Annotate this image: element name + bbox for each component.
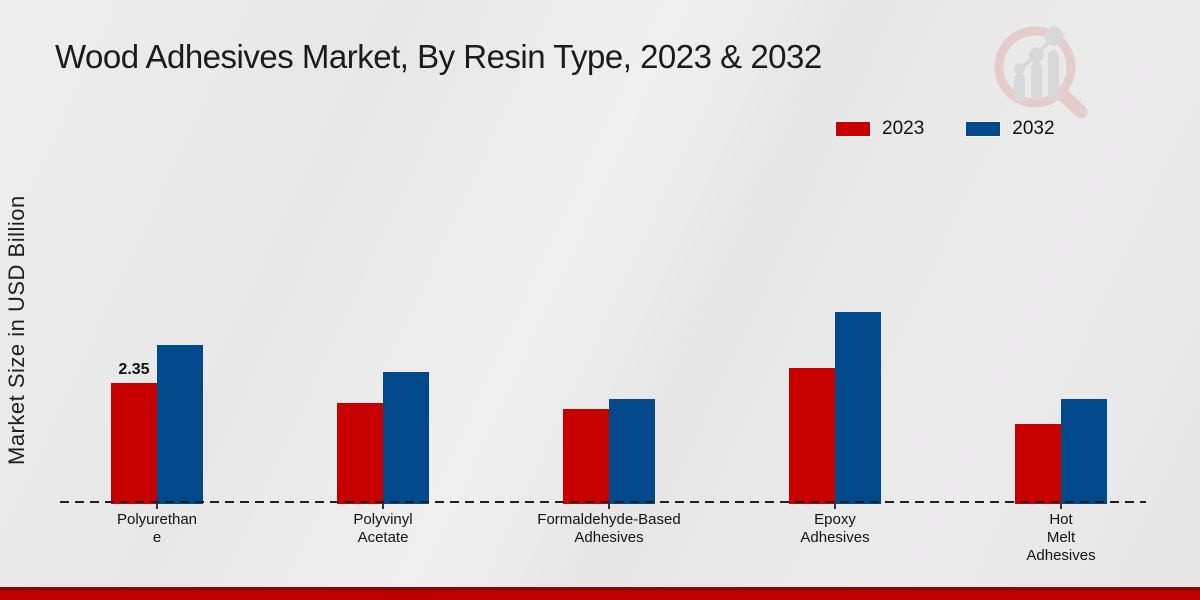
legend-swatch-2023-icon <box>836 122 870 136</box>
bar-2032-polyurethane[interactable] <box>157 345 203 504</box>
x-axis-baseline <box>60 501 1146 503</box>
category-label-polyurethane: Polyurethan e <box>116 511 198 546</box>
legend-label-2023: 2023 <box>882 118 925 139</box>
footer-accent-bar <box>0 587 1200 600</box>
x-axis-tick-polyvinyl-acetate <box>382 503 384 509</box>
chart-title: Wood Adhesives Market, By Resin Type, 20… <box>55 38 822 75</box>
x-axis-tick-polyurethane <box>156 503 158 509</box>
category-label-epoxy-adhesives: Epoxy Adhesives <box>800 511 870 546</box>
bar-2032-hot-melt-adhesives[interactable] <box>1061 399 1107 504</box>
mrfr-logo-watermark <box>983 22 1095 119</box>
bar-2023-epoxy-adhesives[interactable] <box>789 368 835 504</box>
bar-2032-epoxy-adhesives[interactable] <box>835 312 881 504</box>
bar-2023-polyvinyl-acetate[interactable] <box>337 403 383 504</box>
legend-item-2023[interactable]: 2023 <box>836 118 924 140</box>
data-label-2023-polyurethane: 2.35 <box>118 361 150 378</box>
legend-label-2032: 2032 <box>1012 118 1055 139</box>
bar-2023-hot-melt-adhesives[interactable] <box>1015 424 1061 504</box>
legend-item-2032[interactable]: 2032 <box>966 118 1055 140</box>
legend-swatch-2032-icon <box>966 122 1001 136</box>
bar-2023-polyurethane[interactable] <box>111 383 157 504</box>
legend: 2023 2032 <box>836 118 1055 140</box>
bar-chart-icon <box>1014 26 1064 101</box>
bar-2032-formaldehyde-based-adhesives[interactable] <box>609 399 655 504</box>
bar-2032-polyvinyl-acetate[interactable] <box>383 372 429 504</box>
magnifier-icon <box>994 26 1088 119</box>
x-axis-tick-hot-melt-adhesives <box>1060 503 1062 509</box>
category-label-polyvinyl-acetate: Polyvinyl Acetate <box>353 511 413 546</box>
x-axis-tick-epoxy-adhesives <box>834 503 836 509</box>
bar-2023-formaldehyde-based-adhesives[interactable] <box>563 409 609 504</box>
x-axis-tick-formaldehyde-based-adhesives <box>608 503 610 509</box>
category-label-hot-melt-adhesives: Hot Melt Adhesives <box>1026 511 1096 564</box>
category-label-formaldehyde-based-adhesives: Formaldehyde-Based Adhesives <box>537 511 681 546</box>
